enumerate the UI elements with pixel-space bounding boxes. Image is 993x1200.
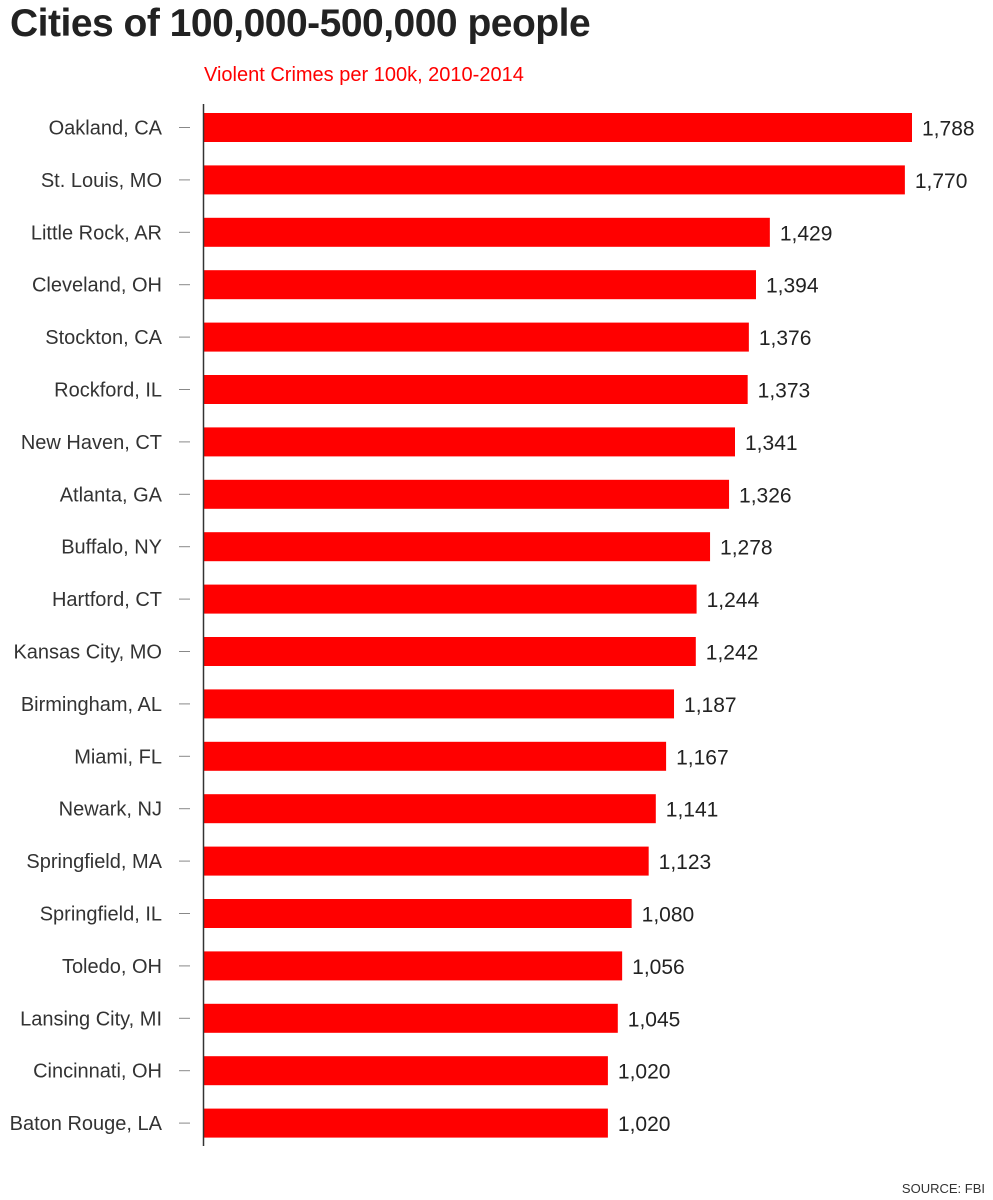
bar: [204, 689, 675, 719]
value-label: 1,123: [659, 851, 712, 874]
bar: [204, 584, 697, 614]
category-label: Cincinnati, OH: [33, 1061, 162, 1083]
value-label: 1,376: [759, 327, 812, 350]
category-label: Newark, NJ: [59, 799, 162, 821]
bar: [204, 479, 730, 509]
bar: [204, 1108, 608, 1138]
bar: [204, 637, 696, 666]
category-label: Rockford, IL: [54, 380, 162, 402]
value-label: 1,429: [780, 222, 833, 245]
category-label: Hartford, CT: [52, 589, 162, 611]
value-label: 1,080: [642, 904, 695, 927]
bar: [204, 532, 711, 562]
value-label: 1,373: [758, 380, 811, 403]
category-label: St. Louis, MO: [41, 170, 162, 192]
category-label: Springfield, IL: [40, 904, 162, 926]
category-label: Toledo, OH: [62, 956, 162, 978]
value-label: 1,788: [922, 118, 975, 141]
category-label: Little Rock, AR: [31, 222, 162, 244]
bar: [204, 794, 656, 824]
value-label: 1,187: [684, 694, 737, 717]
value-label: 1,244: [707, 589, 760, 612]
value-label: 1,394: [766, 275, 819, 298]
bar: [204, 846, 649, 876]
bar: [204, 427, 735, 457]
bar: [204, 741, 667, 771]
bar: [204, 951, 623, 981]
value-label: 1,056: [632, 956, 685, 979]
bar: [204, 113, 912, 142]
category-label: Miami, FL: [74, 746, 162, 768]
chart-subtitle: Violent Crimes per 100k, 2010-2014: [204, 64, 524, 86]
category-label: Buffalo, NY: [61, 537, 162, 559]
bar-group: Oakland, CA 1,788 St. Louis, MO 1,770 Little…: [10, 113, 975, 1138]
source-note: SOURCE: FBI: [901, 1181, 985, 1196]
value-label: 1,326: [739, 484, 792, 507]
value-label: 1,167: [676, 746, 729, 769]
value-label: 1,045: [628, 1008, 681, 1031]
bar: [204, 1003, 618, 1033]
bar: [204, 217, 770, 247]
category-label: Birmingham, AL: [21, 694, 162, 716]
category-label: Cleveland, OH: [32, 275, 162, 297]
bar: [204, 165, 905, 195]
category-label: Atlanta, GA: [60, 484, 163, 506]
category-label: Stockton, CA: [45, 327, 162, 349]
value-label: 1,242: [706, 642, 759, 665]
category-label: Oakland, CA: [49, 118, 163, 140]
bar: [204, 322, 749, 352]
value-label: 1,770: [915, 170, 968, 193]
category-label: New Haven, CT: [21, 432, 162, 454]
value-label: 1,341: [745, 432, 798, 455]
value-label: 1,278: [720, 537, 773, 560]
category-label: Springfield, MA: [26, 851, 162, 873]
category-label: Lansing City, MI: [20, 1008, 162, 1030]
chart-title: Cities of 100,000-500,000 people: [10, 2, 591, 45]
bar: [204, 375, 748, 404]
value-label: 1,020: [618, 1113, 671, 1136]
value-label: 1,141: [666, 799, 719, 822]
bar: [204, 899, 632, 928]
category-label: Baton Rouge, LA: [10, 1113, 163, 1135]
bar: [204, 1056, 608, 1086]
value-label: 1,020: [618, 1061, 671, 1084]
bar: [204, 270, 756, 300]
category-label: Kansas City, MO: [13, 642, 162, 664]
